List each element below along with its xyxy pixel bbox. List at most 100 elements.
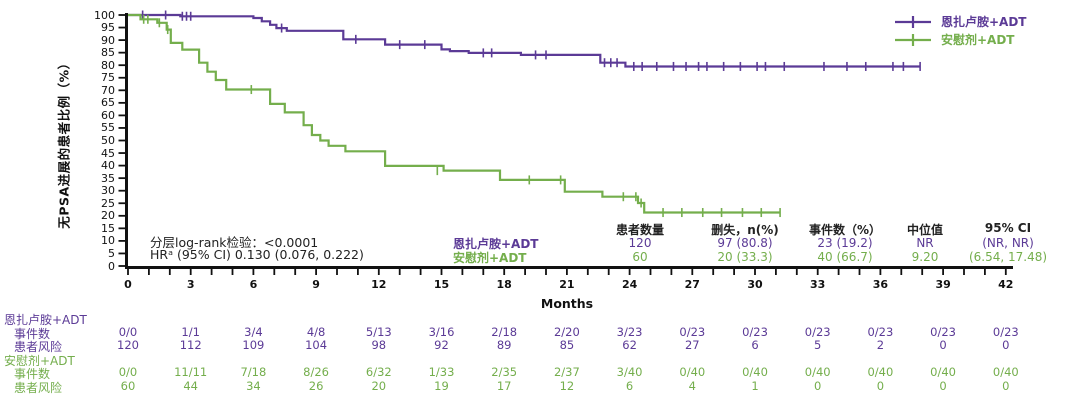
risk-cell: 0/23 <box>742 324 768 339</box>
risk-cell: 0/23 <box>930 324 956 339</box>
risk-cell: 109 <box>242 338 265 352</box>
y-tick-label: 35 <box>101 171 115 185</box>
y-tick-label: 40 <box>101 159 115 173</box>
risk-cell: 7/18 <box>240 365 267 379</box>
risk-cell: 34 <box>246 378 261 393</box>
y-axis-title: 无PSA进展的患者比例（%） <box>56 56 72 229</box>
legend-label-enzalutamide: 恩扎卢胺+ADT <box>941 15 1027 29</box>
x-tick-label: 33 <box>810 278 826 291</box>
survival-curve <box>128 13 781 214</box>
risk-cell: 20 <box>371 378 387 393</box>
x-tick-label: 30 <box>747 278 763 291</box>
x-tick-label: 9 <box>312 278 320 291</box>
y-tick-label: 45 <box>101 146 115 160</box>
risk-cell: 6 <box>625 378 634 393</box>
legend: 恩扎卢胺+ADT 安慰剂+ADT <box>893 13 1027 48</box>
y-tick-label: 70 <box>101 83 115 97</box>
survival-curve <box>128 13 921 68</box>
risk-cell: 62 <box>622 338 637 352</box>
risk-cell: 2 <box>876 338 885 352</box>
y-tick-label: 60 <box>101 108 115 122</box>
x-tick-label: 0 <box>124 278 132 291</box>
y-tick-label: 20 <box>101 209 115 223</box>
risk-cell: 2/35 <box>491 365 518 379</box>
y-tick-label: 95 <box>101 21 115 35</box>
risk-row-label: 患者风险 <box>14 380 63 395</box>
summary-table-header: 患者数量 <box>615 223 664 237</box>
risk-cell: 3/40 <box>616 365 643 379</box>
legend-item-enzalutamide: 恩扎卢胺+ADT <box>893 13 1027 30</box>
y-tick-label: 55 <box>101 121 115 135</box>
x-axis-title: Months <box>540 296 594 311</box>
x-tick-label: 27 <box>684 278 700 291</box>
risk-group-name: 恩扎卢胺+ADT <box>4 313 87 327</box>
risk-cell: 0/0 <box>118 324 138 339</box>
inplot-group-label-placebo: 安慰剂+ADT <box>453 251 527 265</box>
risk-cell: 92 <box>434 338 449 352</box>
risk-cell: 60 <box>120 378 136 393</box>
risk-cell: 85 <box>559 338 575 352</box>
x-tick-label: 21 <box>559 278 575 291</box>
summary-table-cell: 120 <box>628 236 652 250</box>
risk-cell: 6/32 <box>365 365 392 379</box>
risk-cell: 0/23 <box>804 324 831 339</box>
risk-cell: 12 <box>559 378 575 393</box>
risk-cell: 2/18 <box>491 324 518 339</box>
summary-table-cell: (NR, NR) <box>982 236 1034 250</box>
y-tick-label: 30 <box>101 184 115 198</box>
risk-cell: 0/23 <box>867 324 894 339</box>
risk-cell: 0/40 <box>867 365 894 379</box>
y-tick-label: 85 <box>101 46 115 60</box>
risk-cell: 1/33 <box>428 365 455 379</box>
summary-table-cell: 9.20 <box>911 250 939 264</box>
risk-cell: 3/4 <box>244 324 263 339</box>
risk-cell: 0 <box>1002 338 1010 352</box>
x-tick-label: 12 <box>371 278 387 291</box>
y-tick-label: 65 <box>101 96 115 110</box>
risk-cell: 0 <box>939 378 947 393</box>
risk-cell: 0/40 <box>992 365 1019 379</box>
risk-cell: 17 <box>496 378 512 393</box>
censor-line-icon <box>895 33 931 46</box>
y-tick-label: 15 <box>101 221 115 235</box>
y-tick-label: 50 <box>101 134 115 147</box>
x-tick-label: 18 <box>496 278 512 291</box>
risk-cell: 5 <box>814 338 822 352</box>
summary-table-header: 中位值 <box>906 223 943 237</box>
y-tick-label: 5 <box>108 246 115 260</box>
summary-table-cell: 40 (66.7) <box>817 250 873 264</box>
censor-line-icon <box>895 15 931 28</box>
risk-cell: 112 <box>179 338 202 352</box>
legend-label-placebo: 安慰剂+ADT <box>941 33 1015 47</box>
risk-cell: 2/37 <box>553 365 580 379</box>
risk-cell: 0/40 <box>930 365 956 379</box>
risk-cell: 4 <box>688 378 696 393</box>
summary-table-cell: (6.54, 17.48) <box>968 250 1048 264</box>
y-tick-label: 90 <box>101 33 115 47</box>
risk-cell: 0/40 <box>804 365 831 379</box>
summary-table-header: 事件数（%） <box>808 223 882 237</box>
risk-cell: 0 <box>939 338 947 352</box>
x-tick-label: 36 <box>872 278 889 291</box>
y-tick-label: 0 <box>108 259 115 273</box>
risk-cell: 1 <box>751 378 759 393</box>
summary-table-header: 95% CI <box>984 221 1032 235</box>
risk-cell: 98 <box>371 338 387 352</box>
y-tick-label: 100 <box>94 8 115 22</box>
risk-cell: 120 <box>117 338 139 352</box>
risk-cell: 0 <box>814 378 822 393</box>
risk-cell: 19 <box>434 378 449 393</box>
x-tick-label: 39 <box>935 278 951 291</box>
hazard-ratio-annotation: HRᵃ (95% CI) 0.130 (0.076, 0.222) <box>150 247 364 262</box>
y-tick-label: 25 <box>101 196 115 210</box>
x-tick-label: 15 <box>433 278 450 291</box>
risk-row-label: 事件数 <box>14 326 51 341</box>
summary-table-cell: 20 (33.3) <box>717 250 773 264</box>
risk-cell: 3/23 <box>616 324 643 339</box>
inplot-group-label-enzalutamide: 恩扎卢胺+ADT <box>453 237 539 251</box>
risk-cell: 8/26 <box>303 365 329 379</box>
risk-cell: 4/8 <box>306 324 326 339</box>
risk-cell: 89 <box>496 338 512 352</box>
risk-cell: 11/11 <box>174 365 208 379</box>
